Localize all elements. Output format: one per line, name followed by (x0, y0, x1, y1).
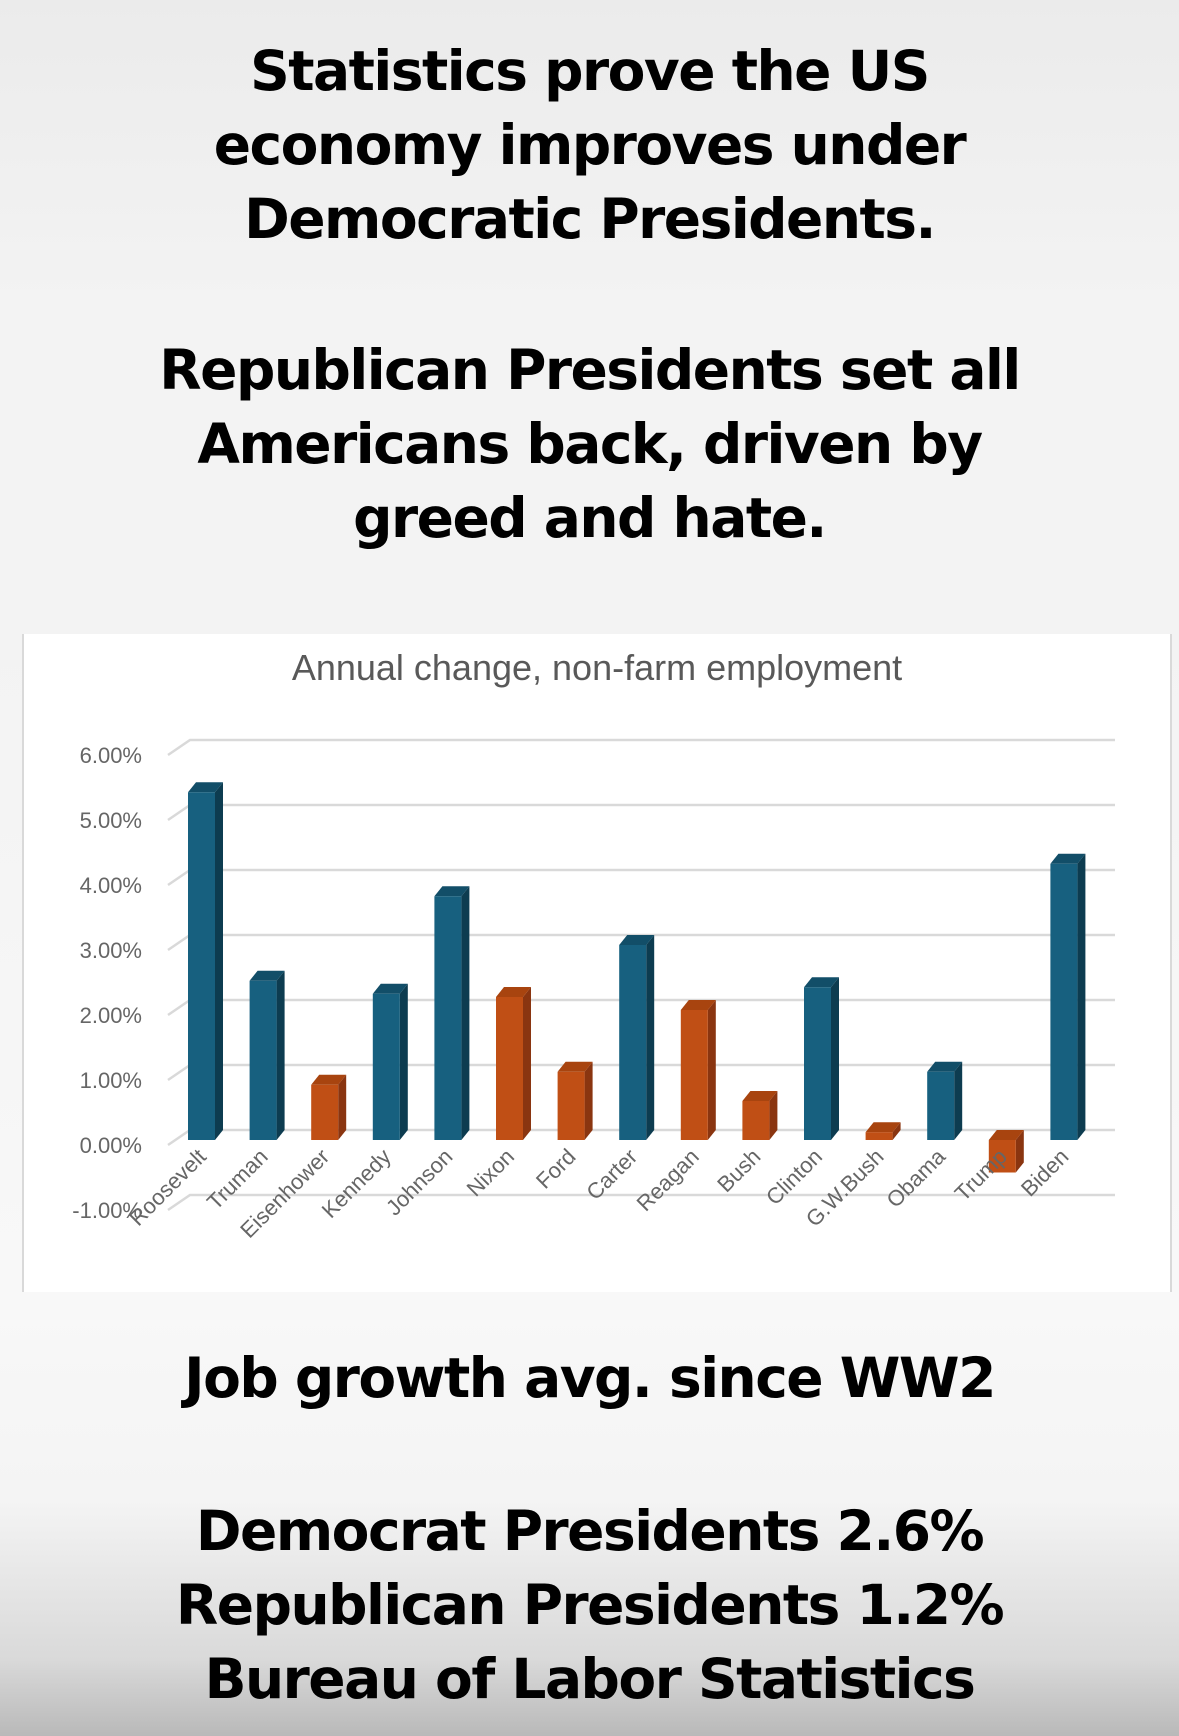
bar-chart: Annual change, non-farm employment 6.00%… (72, 647, 1115, 1243)
bar-front (804, 987, 831, 1140)
bar-top (865, 1122, 901, 1133)
bar-top (188, 782, 223, 793)
gridline (167, 738, 1115, 757)
bar-top (372, 983, 408, 994)
headline-line-5: Americans back, driven by (197, 412, 983, 476)
bar-front (311, 1084, 339, 1140)
bar-truman (249, 970, 285, 1140)
bar-johnson (434, 886, 470, 1140)
bar-bush (742, 1091, 778, 1140)
bar-side (399, 983, 408, 1140)
bar-biden (1050, 853, 1086, 1140)
x-tick-label: Ford (531, 1144, 581, 1194)
bar-top (927, 1061, 963, 1072)
bar-carter (619, 935, 655, 1140)
bar-top (804, 977, 839, 988)
footer-line-republican: Republican Presidents 1.2% (175, 1573, 1005, 1637)
bar-side (831, 977, 839, 1140)
bar-nixon (496, 987, 531, 1140)
chart-panel: Annual change, non-farm employment 6.00%… (22, 634, 1172, 1292)
bar-top (1050, 853, 1086, 864)
bar-side (646, 935, 655, 1140)
bar-top (742, 1091, 778, 1101)
bar-front (927, 1071, 955, 1140)
y-tick-label: 2.00% (80, 1003, 142, 1028)
bar-top (249, 970, 285, 981)
bar-side (461, 886, 470, 1140)
bar-top (557, 1061, 593, 1072)
x-tick-label: Reagan (632, 1144, 704, 1216)
bar-side (523, 987, 531, 1140)
headline-line-2: economy improves under (213, 113, 967, 177)
bar-front (680, 1010, 708, 1140)
bar-roosevelt (188, 782, 223, 1140)
bar-side (892, 1122, 901, 1140)
bar-clinton (804, 977, 839, 1140)
bar-obama (927, 1061, 963, 1140)
bar-side (584, 1061, 593, 1140)
y-tick-label: 0.00% (80, 1133, 142, 1158)
bar-side (769, 1091, 778, 1140)
y-axis-labels: 6.00% 5.00% 4.00% 3.00% 2.00% 1.00% 0.00% -1.00… (72, 743, 142, 1223)
bar-front (372, 993, 400, 1140)
x-tick-label: Kennedy (317, 1144, 396, 1223)
headline-line-1: Statistics prove the US (250, 39, 930, 103)
bar-front (557, 1071, 585, 1140)
x-tick-label: Obama (882, 1143, 951, 1212)
bar-gwbush (865, 1122, 901, 1140)
bar-front (496, 997, 523, 1140)
bar-trump (988, 1130, 1024, 1173)
x-tick-label: Nixon (462, 1144, 519, 1201)
bar-side (954, 1061, 963, 1140)
bar-front (249, 980, 277, 1140)
footer-heading: Job growth avg. since WW2 (184, 1346, 996, 1410)
gridline (167, 868, 1115, 887)
y-tick-label: 3.00% (80, 938, 142, 963)
y-tick-label: 5.00% (80, 808, 142, 833)
bar-side (707, 1000, 716, 1140)
bar-front (619, 945, 647, 1140)
footer-line-source: Bureau of Labor Statistics (204, 1647, 976, 1711)
bar-side (1015, 1130, 1024, 1173)
bar-side (215, 782, 223, 1140)
bars (188, 782, 1086, 1173)
y-tick-label: -1.00% (72, 1198, 142, 1223)
y-tick-label: 6.00% (80, 743, 142, 768)
bar-kennedy (372, 983, 408, 1140)
headline-line-3: Democratic Presidents. (244, 187, 936, 251)
chart-title: Annual change, non-farm employment (292, 647, 902, 688)
bar-reagan (680, 1000, 716, 1140)
bar-ford (557, 1061, 593, 1140)
y-tick-label: 4.00% (80, 873, 142, 898)
bar-eisenhower (311, 1074, 347, 1140)
bar-side (338, 1074, 347, 1140)
x-tick-label: Trump (950, 1144, 1012, 1206)
bar-top (680, 1000, 716, 1010)
bar-top (434, 886, 470, 897)
bar-top (311, 1074, 347, 1085)
bar-front (434, 896, 462, 1140)
bar-side (1077, 853, 1086, 1140)
x-tick-label: Bush (712, 1144, 765, 1197)
bar-front (1050, 863, 1078, 1140)
gridline (167, 1193, 1115, 1212)
bar-front (742, 1101, 770, 1140)
bar-front (188, 792, 215, 1140)
x-tick-label: Biden (1016, 1144, 1073, 1201)
gridline (167, 803, 1115, 822)
bar-top (988, 1130, 1024, 1140)
bar-side (276, 970, 285, 1140)
bar-top (496, 987, 531, 997)
headline-line-4: Republican Presidents set all (159, 338, 1021, 402)
footer-line-democrat: Democrat Presidents 2.6% (195, 1499, 985, 1563)
x-tick-label: Johnson (381, 1144, 458, 1221)
y-tick-label: 1.00% (80, 1068, 142, 1093)
bar-front (865, 1132, 893, 1140)
bar-top (619, 935, 655, 945)
bar-front (988, 1140, 1016, 1173)
headline-line-6: greed and hate. (353, 486, 827, 550)
